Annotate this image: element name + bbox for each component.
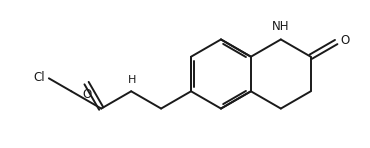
Text: NH: NH (272, 20, 290, 33)
Text: Cl: Cl (33, 71, 45, 84)
Text: O: O (82, 88, 91, 101)
Text: H: H (128, 75, 136, 85)
Text: O: O (340, 34, 349, 47)
